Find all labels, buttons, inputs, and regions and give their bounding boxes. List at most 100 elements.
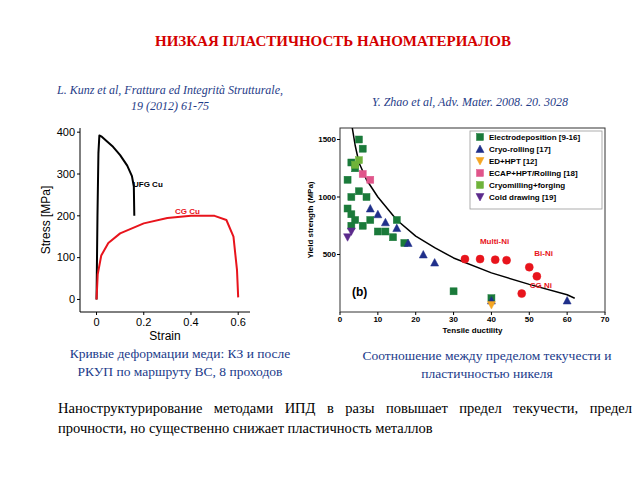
x-axis-title: Tensile ductility — [443, 326, 503, 335]
x-tick-label: 0.4 — [183, 316, 198, 328]
y-tick-label: 400 — [57, 126, 75, 138]
x-tick-label: 20 — [411, 315, 420, 324]
citation: Y. Zhao et al, Adv. Mater. 2008. 20. 302… — [372, 95, 568, 109]
x-tick-label: 0 — [93, 316, 99, 328]
point — [461, 255, 469, 263]
point — [518, 290, 526, 298]
x-tick-label: 60 — [563, 315, 572, 324]
text-line: Y. Zhao et al, Adv. Mater. 2008. 20. 302… — [372, 95, 568, 109]
point — [533, 272, 541, 280]
legend-label: Cryo-rolling [17] — [489, 145, 551, 154]
chart: L. Kunz et al, Frattura ed Integrità Str… — [39, 83, 290, 379]
point — [390, 234, 397, 241]
text-line: Соотношение между пределом текучести и — [363, 348, 612, 363]
point — [525, 263, 533, 271]
y-tick — [77, 174, 80, 175]
x-tick-label: 0 — [338, 315, 343, 324]
point — [374, 228, 381, 235]
point — [393, 224, 401, 232]
group-label: Multi-Ni — [480, 237, 509, 246]
x-tick-label: 70 — [601, 315, 610, 324]
point — [503, 256, 511, 264]
point — [348, 194, 355, 201]
point — [431, 259, 439, 267]
x-tick-label: 0.6 — [231, 316, 246, 328]
line-series — [97, 136, 135, 300]
conclusion: Наноструктурирование методами ИПД в разы… — [58, 398, 632, 438]
point — [367, 217, 374, 224]
y-tick-label: 200 — [57, 210, 75, 222]
y-tick — [337, 139, 340, 140]
y-tick — [337, 254, 340, 255]
x-tick-label: 0.2 — [136, 316, 151, 328]
x-tick-label: 40 — [487, 315, 496, 324]
y-tick-label: 1000 — [318, 193, 336, 202]
y-tick — [337, 197, 340, 198]
y-tick — [77, 299, 80, 300]
x-tick — [238, 312, 239, 315]
point — [347, 228, 355, 236]
y-tick — [77, 257, 80, 258]
x-tick — [96, 312, 97, 315]
group-label: CG Ni — [530, 281, 552, 290]
y-tick-label: 300 — [57, 168, 75, 180]
text-line: РКУП по маршруту BC, 8 проходов — [78, 364, 283, 379]
text-line: НИЗКАЯ ПЛАСТИЧНОСТЬ НАНОМАТЕРИАЛОВ — [155, 33, 511, 49]
point — [344, 176, 351, 183]
legend-box — [470, 131, 602, 209]
series-label: UFG Cu — [133, 180, 163, 189]
point — [363, 194, 370, 201]
series-label: CG Cu — [175, 207, 200, 216]
text-line: пластичностью никеля — [421, 366, 552, 381]
x-tick-label: 10 — [373, 315, 382, 324]
y-tick-label: 0 — [69, 293, 75, 305]
point — [344, 234, 352, 242]
legend-label: Cold drawing [19] — [489, 193, 556, 202]
y-tick-label: 500 — [323, 250, 337, 259]
point — [476, 255, 484, 263]
legend-marker — [476, 194, 484, 202]
legend-label: ED+HPT [12] — [489, 157, 538, 166]
y-tick — [77, 215, 80, 216]
page-title: НИЗКАЯ ПЛАСТИЧНОСТЬ НАНОМАТЕРИАЛОВ — [155, 33, 511, 49]
text-line: 19 (2012) 61-75 — [131, 99, 209, 113]
chart: Y. Zhao et al, Adv. Mater. 2008. 20. 302… — [306, 95, 611, 381]
point — [374, 210, 382, 218]
legend: Electrodeposition [9-16] Cryo-rolling [17… — [470, 131, 602, 209]
x-axis-title: Strain — [149, 329, 180, 343]
point — [366, 205, 374, 213]
panel-label: (b) — [352, 285, 367, 299]
caption: Соотношение между пределом текучести и пл… — [363, 348, 612, 381]
text-line: Кривые деформации меди: КЗ и после — [70, 346, 291, 361]
point — [359, 145, 366, 152]
point — [487, 302, 495, 310]
line-series — [97, 216, 239, 300]
point — [355, 188, 362, 195]
point — [367, 176, 374, 183]
point — [404, 239, 412, 247]
legend-marker — [477, 134, 484, 141]
point — [355, 157, 362, 164]
y-axis — [80, 128, 81, 312]
y-tick — [77, 132, 80, 133]
legend-label: ECAP+HPT/Rolling [18] — [489, 169, 578, 178]
x-tick — [190, 312, 191, 315]
legend-label: Electrodeposition [9-16] — [489, 133, 580, 142]
x-tick-label: 30 — [449, 315, 458, 324]
legend-marker — [477, 182, 484, 189]
point — [563, 297, 571, 305]
x-tick — [143, 312, 144, 315]
point — [359, 171, 366, 178]
x-tick-label: 50 — [525, 315, 534, 324]
caption: Кривые деформации меди: КЗ и после РКУП п… — [70, 346, 291, 379]
point — [382, 228, 389, 235]
legend-marker — [476, 145, 484, 153]
legend-marker — [477, 170, 484, 177]
y-tick-label: 1500 — [318, 135, 336, 144]
citation: L. Kunz et al, Frattura ed Integrità Str… — [56, 83, 283, 113]
legend-marker — [476, 158, 484, 166]
point — [393, 217, 400, 224]
legend-label: Cryomilling+forging — [489, 181, 565, 190]
plot-data — [97, 136, 239, 300]
point — [359, 222, 366, 229]
